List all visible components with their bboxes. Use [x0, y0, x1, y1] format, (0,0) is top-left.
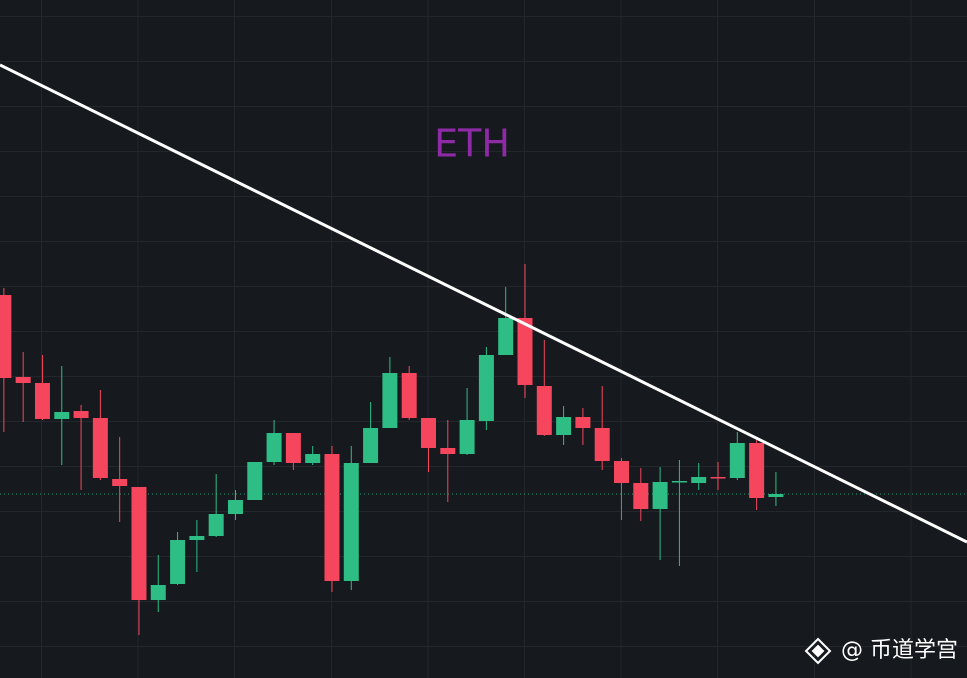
candle-body [34, 383, 50, 419]
candle-body [536, 386, 552, 435]
candle-body [54, 412, 70, 419]
candle-body [305, 454, 321, 463]
candle-body [170, 540, 186, 584]
chart-title: ETH [434, 122, 510, 166]
candle-body [189, 536, 205, 540]
candle-body [324, 454, 340, 581]
candle-body [633, 483, 649, 509]
candle-body [420, 418, 436, 448]
candle-body [575, 417, 591, 428]
watermark-icon [804, 637, 832, 665]
candle-body [285, 433, 301, 463]
candle-body [594, 428, 610, 461]
candle-body [363, 428, 379, 463]
candle-body [671, 481, 687, 483]
candle-body [401, 373, 417, 418]
candle-body [556, 417, 572, 435]
candle-body [768, 494, 784, 497]
candle-body [73, 411, 89, 418]
candle-body [652, 482, 668, 509]
trend-line [0, 63, 967, 544]
candle-body [208, 514, 224, 536]
candle-body [0, 295, 12, 378]
candle-body [459, 420, 475, 454]
candle-body [112, 479, 128, 486]
watermark: @ 币道学宫 [841, 638, 958, 663]
candle-body [440, 448, 456, 454]
candle-body [614, 461, 630, 483]
candle-body [227, 500, 243, 514]
candle-body [498, 318, 514, 355]
candle-body [150, 585, 166, 600]
candle-body [15, 377, 31, 383]
candle-body [382, 373, 398, 428]
candle-body [478, 355, 494, 421]
candle-body [247, 462, 263, 500]
candle-body [131, 487, 147, 600]
candle-body [729, 443, 745, 478]
candle-body [517, 318, 533, 385]
candle-body [749, 443, 765, 498]
candle-body [691, 477, 707, 483]
candle-body [343, 463, 359, 581]
candle-body [92, 418, 108, 478]
candle-body [266, 433, 282, 462]
candle-body [710, 477, 726, 479]
